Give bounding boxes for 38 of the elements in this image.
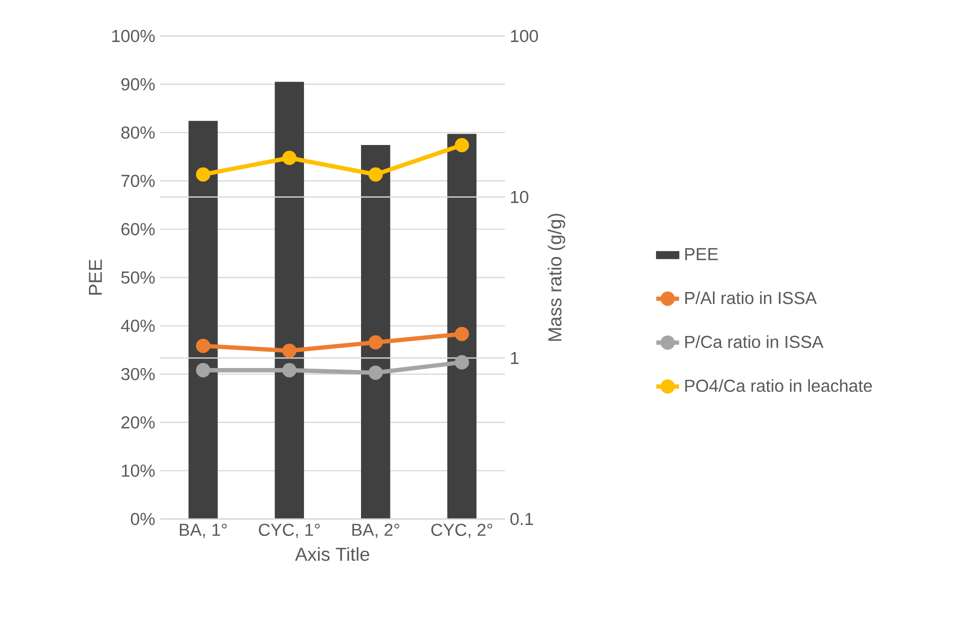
y-tick-label: 10% — [122, 464, 155, 477]
y-tick-label: 70% — [122, 174, 155, 188]
x-tick-label: BA, 1° — [180, 524, 227, 538]
point — [454, 326, 470, 342]
point — [282, 344, 297, 358]
x-axis-title: Axis Title — [295, 547, 370, 561]
y2-tick-label: 1 — [511, 352, 519, 364]
legend-label: PO4/Ca ratio in leachate — [685, 379, 872, 392]
y-tick-label: 60% — [121, 223, 155, 236]
y-tick-label: 50% — [121, 271, 155, 284]
point — [196, 363, 210, 378]
y2-axis-title: Mass ratio (g/g) — [548, 214, 566, 341]
y-tick-label: 20% — [121, 416, 155, 429]
y-tick-label: 30% — [121, 368, 155, 380]
x-tick-label: CYC, 1° — [258, 524, 320, 538]
x-tick-label: CYC, 2° — [431, 524, 492, 538]
point — [454, 138, 470, 152]
x-tick-label: BA, 2° — [352, 524, 400, 538]
point — [454, 355, 470, 370]
y-axis-title: PEE — [88, 260, 102, 295]
point — [282, 150, 297, 166]
point — [368, 366, 383, 380]
y2-tick-label: 10 — [511, 190, 528, 204]
point — [196, 167, 210, 182]
point — [196, 338, 210, 353]
point — [368, 167, 383, 182]
y-tick-label: 90% — [121, 78, 155, 90]
y-tick-label: 40% — [121, 320, 155, 332]
point — [368, 335, 383, 350]
y2-tick-label: 0.1 — [510, 512, 533, 526]
legend-label: PEE — [685, 248, 718, 260]
legend-label: P/Al ratio in ISSA — [685, 291, 817, 304]
y-tick-label: 80% — [121, 126, 155, 139]
y2-tick-label: 100 — [511, 30, 538, 42]
y-tick-label: 100% — [112, 30, 155, 42]
y-tick-label: 0% — [130, 512, 155, 526]
legend-label: P/Ca ratio in ISSA — [685, 335, 824, 348]
point — [282, 363, 297, 378]
